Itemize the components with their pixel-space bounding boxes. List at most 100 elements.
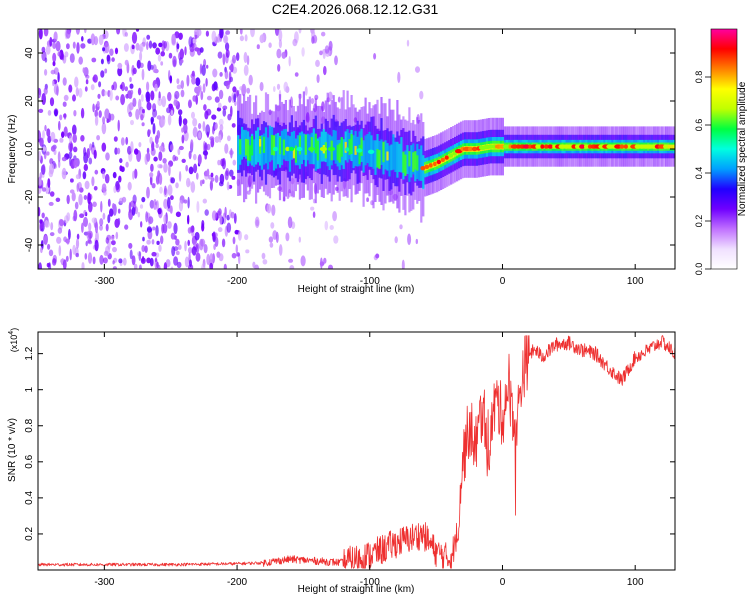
heatmap-cell xyxy=(338,143,341,163)
heatmap-cell xyxy=(72,133,77,143)
heatmap-cell xyxy=(140,94,144,102)
heatmap-cell xyxy=(235,244,238,254)
heatmap-cell xyxy=(110,235,115,241)
heatmap-cell xyxy=(218,134,222,143)
heatmap-cell xyxy=(209,253,214,265)
heatmap-cell xyxy=(255,130,258,165)
heatmap-cell xyxy=(448,153,454,158)
heatmap-cell xyxy=(87,252,93,264)
heatmap-cell xyxy=(146,41,149,50)
heatmap-cell xyxy=(38,87,42,99)
heatmap-cell xyxy=(138,264,142,269)
heatmap-cell xyxy=(151,183,156,189)
heatmap-cell xyxy=(135,29,140,32)
heatmap-cell xyxy=(190,181,196,193)
heatmap-cell xyxy=(73,110,77,117)
heatmap-cell xyxy=(152,42,157,49)
heatmap-cell xyxy=(288,56,291,67)
y-tick-label: 1 xyxy=(24,386,35,392)
heatmap-cell xyxy=(212,125,215,135)
heatmap-cell xyxy=(228,95,232,103)
heatmap-cell xyxy=(148,129,152,135)
x-tick-label: -200 xyxy=(227,577,247,588)
heatmap-cell xyxy=(47,135,52,144)
y-tick-label: -40 xyxy=(24,237,35,252)
heatmap-cell xyxy=(73,146,78,153)
heatmap-cell xyxy=(412,152,415,172)
heatmap-cell xyxy=(88,201,93,213)
heatmap-cell xyxy=(152,108,158,118)
heatmap-cell xyxy=(673,144,675,149)
heatmap-cell xyxy=(225,80,230,90)
heatmap-cell xyxy=(277,64,281,72)
heatmap-cell xyxy=(225,42,230,51)
heatmap-cell xyxy=(262,259,268,265)
heatmap-cell xyxy=(230,211,235,219)
heatmap-cell xyxy=(224,170,229,181)
heatmap-cell xyxy=(115,183,121,193)
heatmap-cell xyxy=(40,247,43,254)
heatmap-cell xyxy=(203,104,207,111)
heatmap-cell xyxy=(75,252,80,258)
heatmap-cell xyxy=(111,57,115,62)
heatmap-cell xyxy=(336,144,339,161)
heatmap-cell xyxy=(146,226,152,233)
heatmap-cell xyxy=(269,242,274,248)
heatmap-cell xyxy=(104,68,108,74)
heatmap-cell xyxy=(134,168,138,179)
heatmap-cell xyxy=(180,89,185,98)
heatmap-cell xyxy=(202,83,206,93)
heatmap-cell xyxy=(348,139,351,155)
heatmap-cell xyxy=(149,172,154,178)
heatmap-cell xyxy=(251,136,254,156)
heatmap-cell xyxy=(243,64,249,76)
heatmap-cell xyxy=(132,97,137,107)
heatmap-cell xyxy=(49,191,55,197)
heatmap-cell xyxy=(324,45,330,54)
heatmap-cell xyxy=(232,54,237,64)
heatmap-cell xyxy=(112,266,117,269)
heatmap-cell xyxy=(170,110,174,116)
heatmap-cell xyxy=(104,173,110,184)
heatmap-cell xyxy=(88,222,92,232)
heatmap-cell xyxy=(118,175,122,183)
heatmap-cell xyxy=(619,144,625,149)
heatmap-cell xyxy=(75,238,80,249)
heatmap-cell xyxy=(310,206,315,211)
heatmap-cell xyxy=(161,223,165,234)
heatmap-cell xyxy=(284,128,287,161)
heatmap-cell xyxy=(115,231,119,240)
heatmap-cell xyxy=(187,247,193,254)
heatmap-cell xyxy=(219,72,223,77)
heatmap-cell xyxy=(397,71,401,84)
heatmap-cell xyxy=(584,144,589,149)
heatmap-cell xyxy=(239,29,243,35)
heatmap-cell xyxy=(167,114,172,126)
heatmap-cell xyxy=(47,178,51,188)
heatmap-cell xyxy=(145,211,149,223)
heatmap-cell xyxy=(124,86,128,92)
heatmap-cell xyxy=(168,164,171,177)
heatmap-cell xyxy=(406,39,410,47)
heatmap-cell xyxy=(38,130,42,142)
heatmap-cell xyxy=(222,108,227,117)
heatmap-cell xyxy=(276,83,281,90)
heatmap-cell xyxy=(280,130,284,166)
heatmap-cell xyxy=(193,153,197,161)
heatmap-cell xyxy=(209,136,215,141)
heatmap-cell xyxy=(58,120,61,131)
heatmap-cell xyxy=(367,149,375,154)
heatmap-cell xyxy=(84,29,87,34)
heatmap-cell xyxy=(318,136,321,169)
y-tick-label: 40 xyxy=(24,47,35,59)
heatmap-cell xyxy=(346,129,349,163)
heatmap-cell xyxy=(254,264,260,269)
heatmap-cell xyxy=(100,70,105,78)
heatmap-cell xyxy=(378,150,381,169)
heatmap-cell xyxy=(72,215,76,222)
heatmap-cell xyxy=(230,148,233,159)
heatmap-cell xyxy=(259,139,262,147)
heatmap-cell xyxy=(281,51,287,59)
heatmap-cell xyxy=(160,51,165,57)
heatmap-cell xyxy=(176,261,182,269)
